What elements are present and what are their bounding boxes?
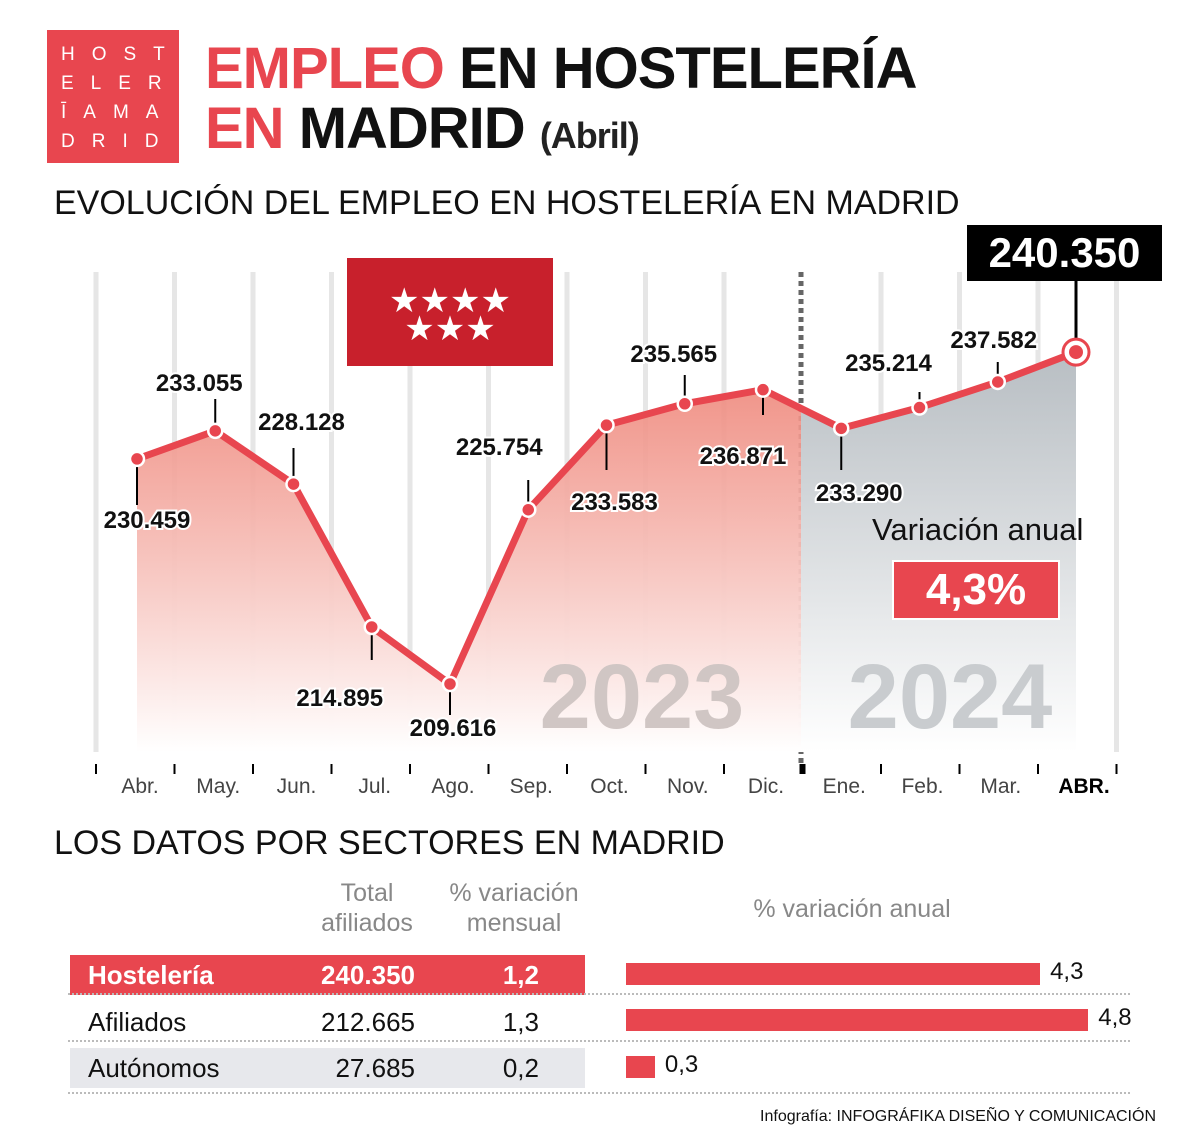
title-red: EMPLEO [205,36,445,101]
hosteleria-madrid-logo: HOST ELER ĪAMA DRID [47,30,179,163]
line-chart: 2023 2024 ★★★★ ★★★ 230.459 233.055 228.128 2… [93,258,1119,798]
x-tick-label: ABR. [1058,775,1109,798]
page-title-line-2: EN MADRID (Abril) [205,100,640,158]
data-point [989,373,1006,391]
x-tick-label: Abr. [121,775,158,798]
logo-line: HOST [61,44,182,65]
data-label: 230.459 [104,507,191,534]
data-point [833,420,850,437]
data-label: 214.895 [296,685,383,712]
logo-line: DRID [61,131,176,152]
header-total: Total afiliados [300,878,434,938]
row-total: 212.665 [321,1007,415,1037]
row-name: Autónomos [88,1053,220,1083]
data-point [207,422,224,440]
x-tick-label: Feb. [901,775,943,798]
madrid-flag-icon: ★★★★ ★★★ [347,258,553,366]
table-row: Hostelería 240.350 1,2 [70,955,585,995]
x-tick-label: Oct. [590,775,629,798]
subtitle: (Abril) [539,115,640,156]
data-point [754,381,772,398]
x-tick-label: Ago. [431,775,474,798]
sectors-title: LOS DATOS POR SECTORES EN MADRID [54,824,725,862]
row-mensual: 1,2 [502,960,539,990]
annual-variation-bar [626,1056,655,1078]
annual-variation-label: Variación anual [872,512,1084,547]
x-tick-label: Jun. [277,775,317,798]
x-tick-label: Nov. [667,775,709,798]
data-point [676,395,693,413]
x-tick-label: Jul. [358,775,391,798]
year-label-2023: 2023 [540,646,745,748]
chart-title: EVOLUCIÓN DEL EMPLEO EN HOSTELERÍA EN MA… [54,184,960,222]
data-label: 209.616 [410,715,497,742]
x-tick-label: May. [196,775,240,798]
row-name: Hostelería [88,960,214,990]
x-tick-label: Ene. [823,775,866,798]
data-label: 233.055 [156,370,243,397]
x-tick-label: Mar. [980,775,1021,798]
data-point [1069,345,1083,360]
data-point [441,675,459,693]
svg-text:★★★★: ★★★★ [389,282,511,320]
row-mensual: 1,3 [502,1007,539,1037]
credit: Infografía: INFOGRÁFIKA DISEÑO Y COMUNIC… [760,1108,1156,1126]
header-text: Total [340,879,394,907]
data-point [363,618,380,636]
svg-text:★★★: ★★★ [404,310,495,348]
year-label-2024: 2024 [848,646,1053,748]
table-row: Autónomos 27.685 0,2 [70,1048,585,1088]
annual-variation-badge: 4,3% [892,560,1060,620]
annual-variation-bar [626,1009,1089,1031]
area-2023 [137,389,801,752]
x-tick-label: Dic. [748,775,784,798]
table-row: Afiliados 212.665 1,3 [70,1002,585,1042]
row-total: 240.350 [321,960,415,990]
title-black: EN HOSTELERÍA [459,36,917,101]
credit-source: INFOGRÁFIKA DISEÑO Y COMUNICACIÓN [836,1108,1156,1125]
bar-value: 0,3 [664,1051,699,1078]
title-red: EN [205,96,285,161]
logo-line: ĪAMA [61,102,176,123]
latest-value-badge: 240.350 [967,225,1162,281]
data-label: 233.583 [571,489,658,516]
row-mensual: 0,2 [502,1053,539,1083]
logo-line: ELER [61,73,179,94]
bar-value: 4,3 [1050,958,1084,985]
x-tick-label: Sep. [510,775,553,798]
credit-label: Infografía: [760,1108,833,1125]
row-name: Afiliados [88,1007,187,1037]
page-title-line-1: EMPLEO EN HOSTELERÍA [205,40,918,98]
data-point [128,450,146,468]
header-text: mensual [466,909,562,937]
data-label: 235.565 [630,341,717,368]
data-label: 236.871 [700,443,787,470]
row-total: 27.685 [335,1053,415,1083]
header-mensual: % variación mensual [440,878,588,938]
header-text: afiliados [321,909,413,937]
data-label: 235.214 [845,350,932,377]
data-label: 228.128 [258,409,345,436]
header-text: % variación [449,879,579,907]
area-2024 [801,352,1076,752]
annual-variation-bar [626,963,1041,985]
data-point [598,416,615,434]
data-point [285,475,302,493]
data-point [520,501,537,518]
title-black: MADRID [298,96,526,161]
data-point [911,399,928,416]
data-label: 225.754 [456,434,543,461]
data-label: 237.582 [950,327,1037,354]
data-label: 233.290 [816,480,903,507]
header-anual: % variación anual [753,895,951,923]
bar-value: 4,8 [1098,1004,1132,1031]
